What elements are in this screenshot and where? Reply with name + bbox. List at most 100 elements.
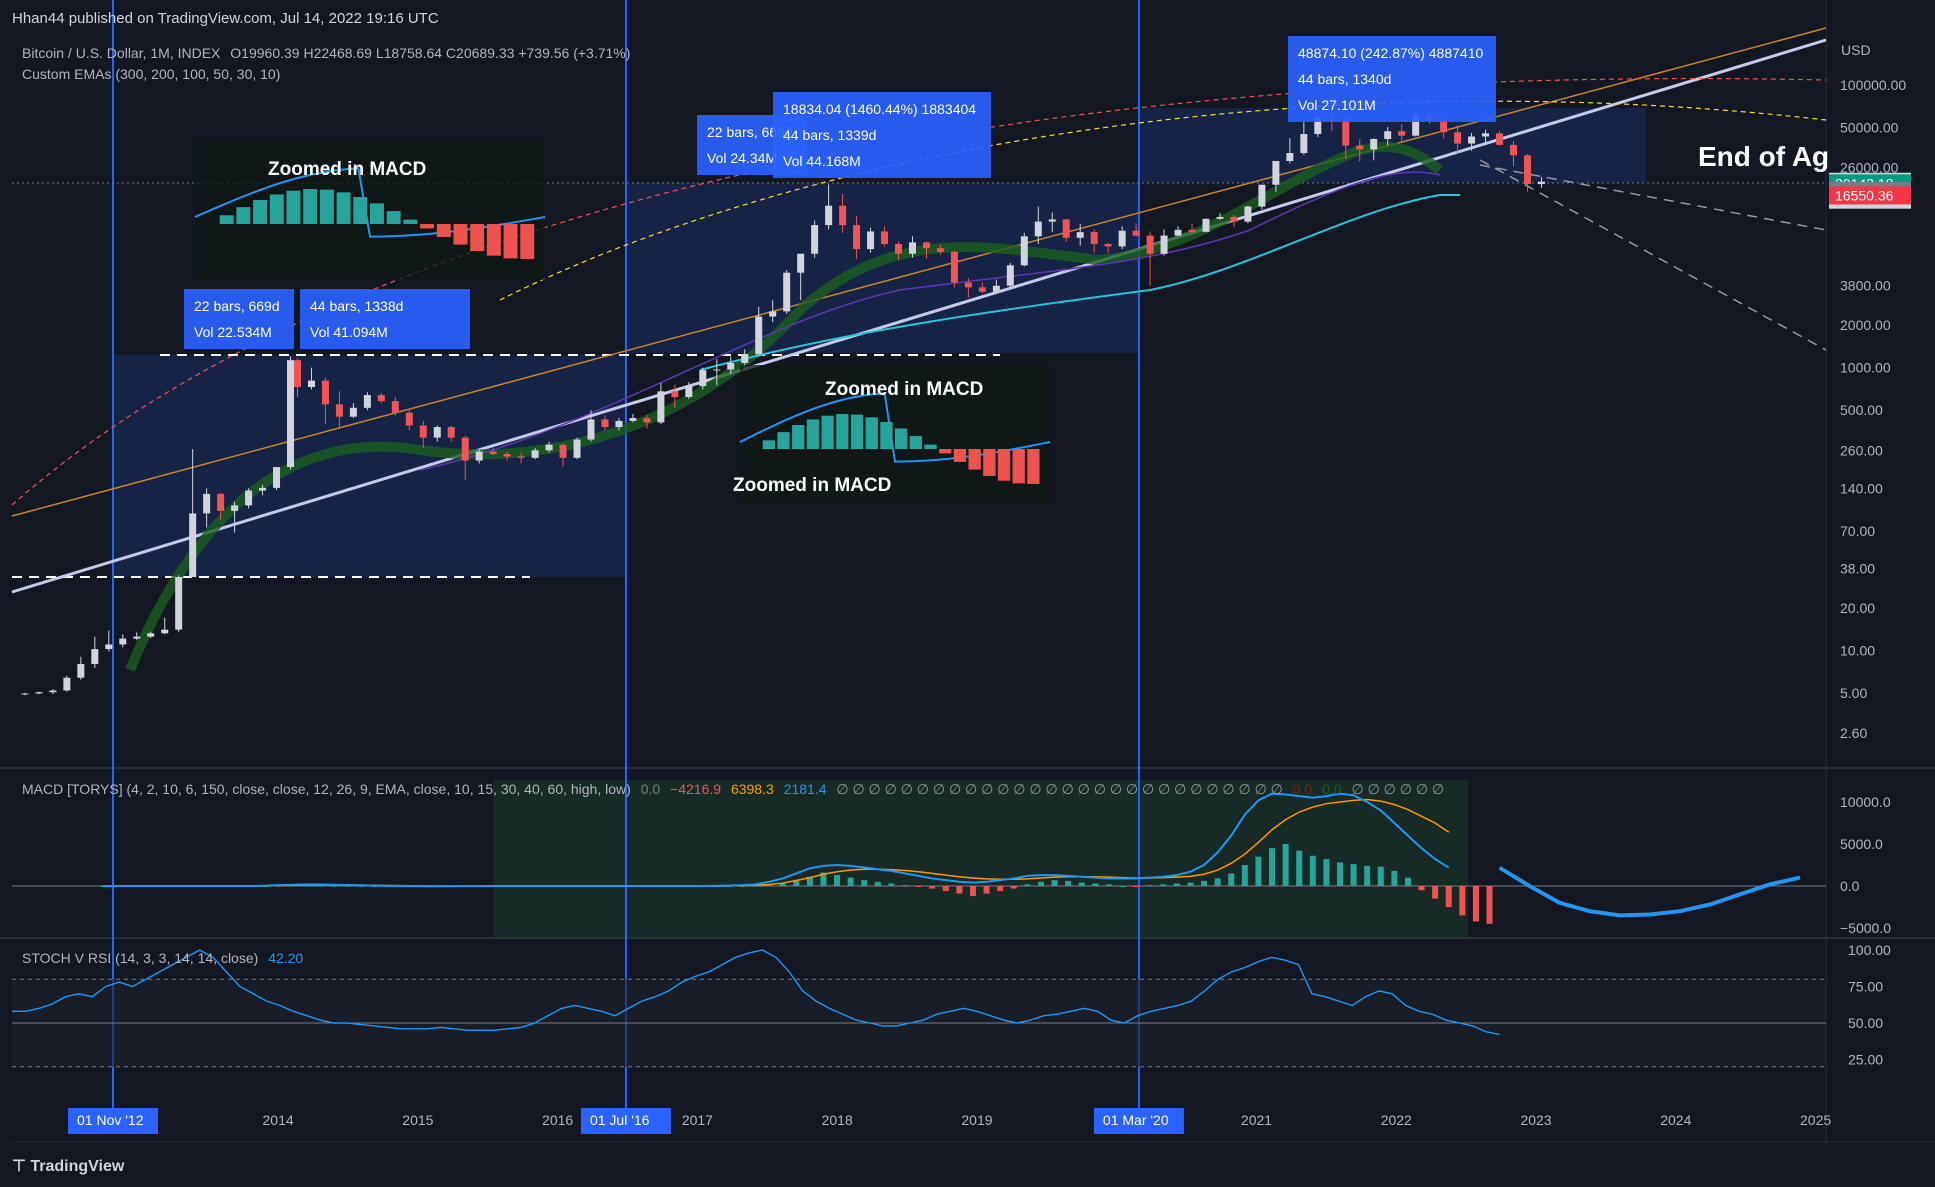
candle-body — [489, 451, 497, 454]
time-marker-bg — [580, 1108, 671, 1134]
macd-hist-bar — [344, 885, 351, 887]
candle-body — [1370, 138, 1378, 150]
price-tick-label: 2.60 — [1840, 725, 1867, 741]
annotation-line: 44 bars, 1340d — [1298, 71, 1391, 87]
inset-hist-bar — [1027, 449, 1040, 484]
candle-body — [475, 451, 483, 461]
candle-body — [1188, 229, 1196, 232]
log-trendline — [11, 38, 1827, 594]
price-tick-label: 26000.00 — [1840, 160, 1899, 176]
candle-body — [531, 450, 539, 458]
time-marker-bg — [1093, 1108, 1184, 1134]
macd-line — [103, 792, 1450, 888]
macd-hist-bar — [358, 885, 365, 887]
macd-hist-bar — [1187, 882, 1194, 886]
inset-hist-bar — [836, 414, 849, 449]
macd-hist-bar — [738, 885, 745, 887]
inset-hist-bar — [821, 415, 834, 449]
candle-body — [797, 253, 805, 273]
candle-body — [189, 513, 197, 578]
inset-hist-bar — [762, 440, 775, 449]
candle-body — [629, 418, 637, 421]
candle-body — [503, 453, 511, 457]
candle-body — [259, 487, 267, 491]
inset-hist-bar — [850, 414, 864, 449]
orange-trendline — [11, 27, 1827, 517]
candle-body — [1062, 219, 1070, 238]
macd-hist-bar — [1391, 870, 1398, 886]
inset-hist-bar — [403, 219, 418, 224]
price-tag-bg — [1829, 186, 1911, 205]
macd-hist-bar — [1201, 880, 1208, 886]
inset-hist-bar — [486, 224, 501, 256]
inset-hist-bar — [453, 224, 468, 245]
macd-tick-label: 0.0 — [1840, 878, 1860, 894]
macd-hist-bar — [847, 877, 854, 886]
stoch-legend[interactable]: STOCH V RSI (14, 3, 3, 14, 14, close) 42… — [22, 950, 309, 966]
projection-dashed — [1479, 159, 1827, 351]
candle-body — [1482, 133, 1490, 137]
inset-hist-bar — [997, 449, 1011, 481]
candle-body — [867, 231, 875, 250]
inset-hist-bar — [420, 224, 435, 229]
candle-body — [447, 427, 455, 438]
inset-hist-bar — [236, 207, 251, 224]
zoomed-macd-inset-1 — [194, 140, 546, 280]
time-tick-label: 2019 — [961, 1112, 992, 1128]
tradingview-logo[interactable]: ⊤ TradingView — [12, 1156, 124, 1176]
macd-hist-bar — [1160, 884, 1167, 886]
macd-legend[interactable]: MACD [TORYS] (4, 2, 10, 6, 150, close, c… — [22, 781, 1450, 798]
macd-hist-bar — [1241, 865, 1248, 886]
inset-hist-bar — [865, 417, 878, 449]
candle-body — [1384, 131, 1392, 139]
candle-body — [273, 467, 281, 488]
time-marker-label: 01 Jul '16 — [590, 1112, 650, 1128]
macd-hist-bar — [1472, 886, 1479, 922]
symbol-title[interactable]: Bitcoin / U.S. Dollar, 1M, INDEX — [22, 45, 221, 61]
macd-hist-bar — [942, 886, 949, 892]
candle-body — [811, 225, 819, 254]
macd-v2: 6398.3 — [730, 781, 774, 797]
inset-hist-bar — [303, 189, 318, 224]
macd-hist-bar — [752, 885, 759, 887]
candle-body — [245, 490, 253, 506]
candle-body — [105, 644, 113, 650]
ema-legend[interactable]: Custom EMAs (300, 200, 100, 50, 30, 10) — [22, 66, 281, 82]
macd-hist-bar — [1037, 881, 1044, 886]
inset-hist-bar — [219, 215, 234, 224]
macd-hist-bar — [1228, 873, 1235, 886]
candle-body — [853, 225, 861, 250]
time-tick-label: 2023 — [1520, 1112, 1551, 1128]
candle-body — [964, 282, 972, 288]
time-marker-label: 01 Mar '20 — [1103, 1112, 1169, 1128]
candle-body — [349, 407, 357, 417]
macd-hist-bar — [1364, 865, 1371, 886]
time-marker-label: 01 Nov '12 — [77, 1112, 144, 1128]
price-tick-label: 500.00 — [1840, 402, 1883, 418]
candle-body — [77, 664, 85, 678]
candle-body — [657, 391, 665, 423]
candle-body — [1468, 136, 1476, 144]
macd-hist-bar — [1296, 850, 1303, 886]
macd-v5: 0.0 — [1322, 781, 1342, 797]
macd-tick-label: 10000.0 — [1840, 794, 1891, 810]
macd-hist-bar — [834, 875, 841, 886]
candle-body — [839, 205, 847, 226]
macd-tick-label: −5000.0 — [1840, 920, 1891, 936]
candle-body — [769, 311, 777, 317]
annotation-2021: 48874.10 (242.87%) 4887410 44 bars, 1340d… — [1288, 36, 1496, 122]
time-tick-label: 2018 — [822, 1112, 853, 1128]
macd-hist-bar — [1309, 855, 1316, 886]
macd-hist-bar — [317, 885, 324, 887]
candle-body — [405, 412, 413, 426]
inset-hist-bar — [319, 189, 334, 224]
candle-body — [727, 362, 735, 370]
range-box-2017 — [625, 183, 1139, 353]
inset-hist-bar — [895, 428, 908, 449]
candle-body — [377, 395, 385, 402]
annotation-line: Vol 41.094M — [310, 324, 388, 340]
annotation-2013-right: 44 bars, 1338d Vol 41.094M — [300, 289, 470, 349]
time-tick-label: 2022 — [1381, 1112, 1412, 1128]
macd-projection — [1498, 865, 1801, 918]
